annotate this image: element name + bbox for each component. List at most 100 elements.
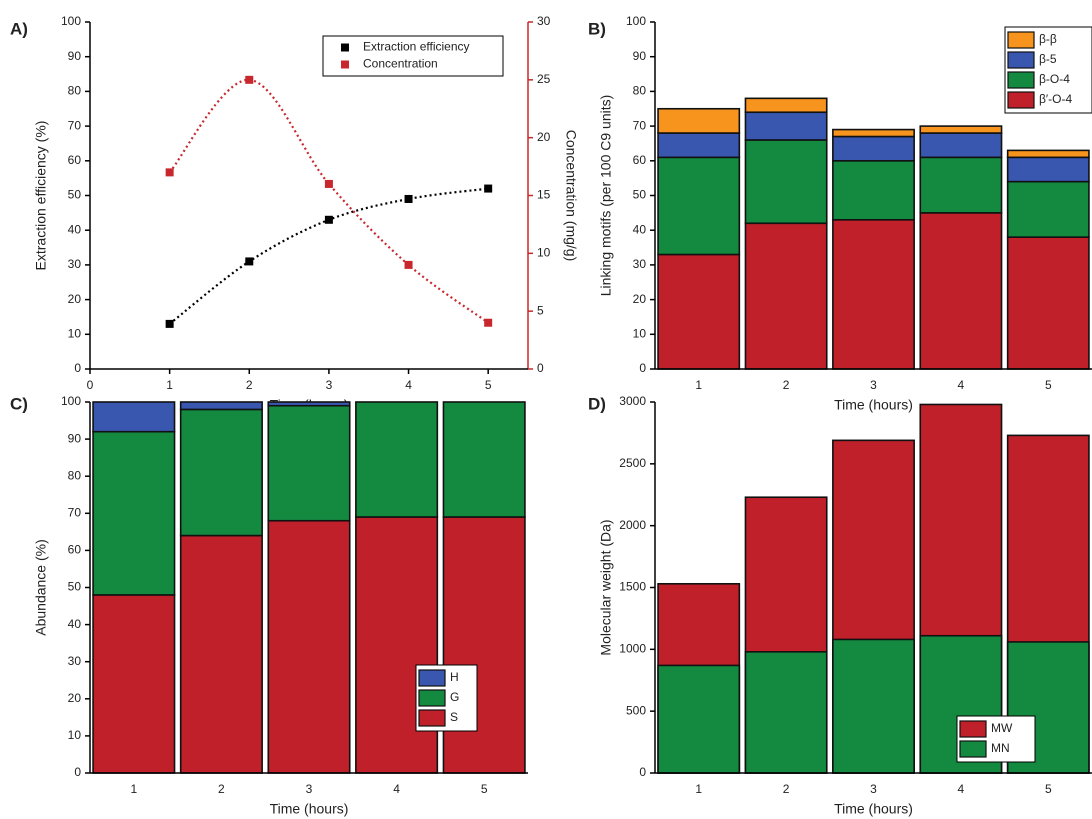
y2-tick-label: 5 xyxy=(537,303,544,317)
y-tick-label: 40 xyxy=(633,222,647,236)
legend-swatch xyxy=(418,669,446,687)
legend-label: Extraction efficiency xyxy=(363,40,470,54)
legend-label: β-5 xyxy=(1039,52,1057,66)
y-tick-label: 50 xyxy=(68,188,82,202)
bar xyxy=(657,107,741,134)
y-tick-label: 80 xyxy=(68,468,82,482)
legend-label: MW xyxy=(991,721,1013,735)
legend-swatch xyxy=(1007,71,1035,89)
x-tick-label: 1 xyxy=(166,378,173,392)
y-tick-label: 40 xyxy=(68,617,82,631)
y-tick-label: 30 xyxy=(68,257,82,271)
bar xyxy=(92,430,176,596)
bar xyxy=(442,516,526,774)
fit-curve xyxy=(168,78,489,324)
bar xyxy=(355,516,439,774)
y2-tick-label: 0 xyxy=(537,361,544,375)
y-tick-label: 0 xyxy=(74,765,81,779)
x-tick-label: 4 xyxy=(405,378,412,392)
panel-label: C) xyxy=(10,394,28,413)
legend-label: MN xyxy=(991,741,1010,755)
bar xyxy=(657,156,741,256)
bar xyxy=(832,218,915,370)
bar xyxy=(744,222,828,370)
y-tick-label: 50 xyxy=(633,188,647,202)
y2-tick-label: 10 xyxy=(537,246,551,260)
fit-curve xyxy=(168,187,489,325)
x-tick-label: 2 xyxy=(783,378,790,392)
y-tick-label: 0 xyxy=(74,361,81,375)
x-tick-label: 2 xyxy=(246,378,253,392)
y-tick-label: 10 xyxy=(633,326,647,340)
y-tick-label: 40 xyxy=(68,222,82,236)
x-tick-label: 1 xyxy=(695,378,702,392)
bar xyxy=(1006,149,1090,159)
x-axis-label: Time (hours) xyxy=(270,801,349,817)
bar xyxy=(919,125,1003,134)
bar xyxy=(744,97,828,114)
x-tick-label: 3 xyxy=(870,782,877,796)
x-tick-label: 5 xyxy=(1045,782,1052,796)
y2-tick-label: 25 xyxy=(537,72,551,86)
x-tick-label: 5 xyxy=(1045,378,1052,392)
y-tick-label: 80 xyxy=(68,84,82,98)
x-tick-label: 3 xyxy=(326,378,333,392)
bar xyxy=(832,638,915,774)
y-tick-label: 60 xyxy=(633,153,647,167)
y-tick-label: 1500 xyxy=(619,580,646,594)
x-tick-label: 3 xyxy=(870,378,877,392)
bar xyxy=(92,401,176,433)
y-tick-label: 2000 xyxy=(619,518,646,532)
y-tick-label: 20 xyxy=(633,292,647,306)
bar xyxy=(744,139,828,225)
y-axis-label: Extraction efficiency (%) xyxy=(33,121,49,271)
legend-swatch xyxy=(1007,51,1035,69)
marker xyxy=(484,184,493,193)
x-axis-label: Time (hours) xyxy=(834,801,913,817)
marker xyxy=(404,260,413,269)
bar xyxy=(832,128,915,138)
y-tick-label: 70 xyxy=(68,505,82,519)
x-tick-label: 0 xyxy=(87,378,94,392)
x-tick-label: 4 xyxy=(958,378,965,392)
bar xyxy=(657,664,741,774)
bar xyxy=(179,401,263,411)
x-tick-label: 2 xyxy=(218,782,225,796)
y-tick-label: 100 xyxy=(61,14,81,28)
x-tick-label: 3 xyxy=(306,782,313,796)
x-tick-label: 4 xyxy=(958,782,965,796)
legend-box xyxy=(322,35,504,77)
marker xyxy=(484,318,493,327)
bar xyxy=(744,651,828,774)
y2-tick-label: 15 xyxy=(537,188,551,202)
marker xyxy=(245,257,254,266)
y-tick-label: 70 xyxy=(68,118,82,132)
marker xyxy=(324,179,333,188)
panel-label: A) xyxy=(10,19,28,38)
bar xyxy=(919,132,1003,159)
x-tick-label: 5 xyxy=(481,782,488,796)
y-tick-label: 100 xyxy=(626,14,646,28)
y-tick-label: 60 xyxy=(68,153,82,167)
marker xyxy=(404,194,413,203)
y-tick-label: 90 xyxy=(68,49,82,63)
y2-tick-label: 20 xyxy=(537,130,551,144)
y2-axis-label: Concentration (mg/g) xyxy=(563,130,579,262)
legend-label: β-O-4 xyxy=(1039,72,1070,86)
x-tick-label: 1 xyxy=(130,782,137,796)
bar xyxy=(355,401,439,518)
y-tick-label: 80 xyxy=(633,84,647,98)
legend-label: β′-O-4 xyxy=(1039,92,1072,106)
bar xyxy=(442,401,526,518)
panel: C) 0 10 20 30 40 50 60 70 80 90 100 Abundance (%) Tim… xyxy=(10,394,528,817)
y-axis-label: Abundance (%) xyxy=(33,539,49,636)
bar xyxy=(832,160,915,221)
bar xyxy=(267,519,351,774)
legend-swatch xyxy=(1007,91,1035,109)
bar xyxy=(744,111,828,141)
x-tick-label: 1 xyxy=(695,782,702,796)
x-tick-label: 2 xyxy=(783,782,790,796)
y-tick-label: 100 xyxy=(61,394,81,408)
